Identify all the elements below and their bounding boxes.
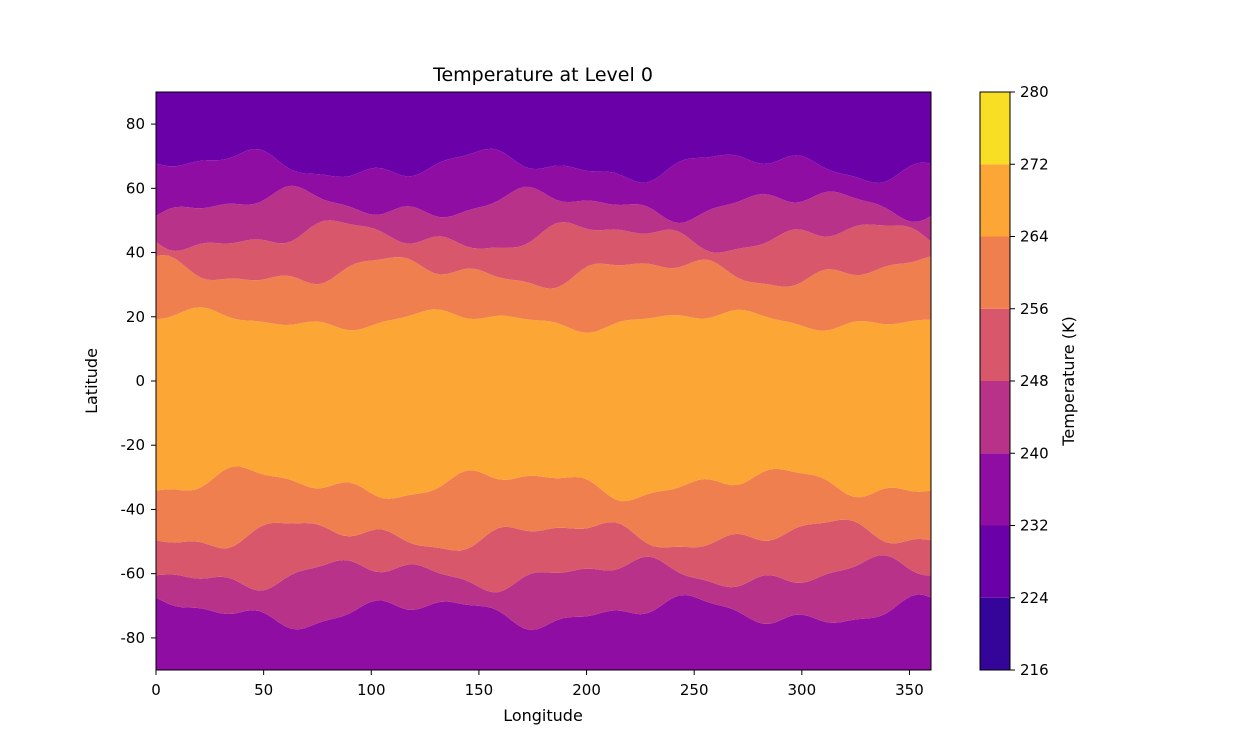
y-tick-label: -60 <box>121 565 146 583</box>
contour-band-2 <box>156 555 931 630</box>
y-tick-label: 40 <box>126 244 145 262</box>
contour-band-4 <box>156 466 931 551</box>
x-axis-label: Longitude <box>503 706 583 725</box>
colorbar-tick-label: 264 <box>1020 228 1049 246</box>
colorbar-segment <box>980 453 1010 526</box>
colorbar-label: Temperature (K) <box>1059 316 1078 446</box>
colorbar-segment <box>980 236 1010 309</box>
contour-band-6 <box>156 255 931 333</box>
x-tick-label: 350 <box>895 681 924 699</box>
colorbar-tick-label: 272 <box>1020 155 1049 173</box>
y-tick-label: -20 <box>121 436 146 454</box>
colorbar-segment <box>980 381 1010 454</box>
colorbar-tick-label: 232 <box>1020 517 1049 535</box>
colorbar-segment <box>980 164 1010 237</box>
colorbar-segment <box>980 525 1010 598</box>
x-tick-label: 150 <box>465 681 494 699</box>
chart-title: Temperature at Level 0 <box>432 64 653 86</box>
colorbar-tick-label: 224 <box>1020 589 1049 607</box>
contour-band-7 <box>156 220 931 289</box>
colorbar-tick-label: 280 <box>1020 83 1049 101</box>
x-tick-label: 100 <box>357 681 386 699</box>
colorbar-tick-label: 256 <box>1020 300 1049 318</box>
colorbar-tick-label: 240 <box>1020 444 1049 462</box>
y-tick-label: -80 <box>121 629 146 647</box>
colorbar-tick-label: 216 <box>1020 661 1049 679</box>
contour-band-9 <box>156 148 931 224</box>
contour-band-3 <box>156 519 931 593</box>
y-tick-label: 60 <box>126 179 145 197</box>
plot-area <box>155 91 932 671</box>
y-tick-label: 0 <box>135 372 145 390</box>
y-tick-label: 80 <box>126 115 145 133</box>
contour-band-1 <box>156 594 931 670</box>
x-tick-label: 50 <box>254 681 273 699</box>
colorbar: 216 224 232 240 248 256 264 272 280 <box>979 83 1049 679</box>
colorbar-segment <box>980 308 1010 381</box>
x-tick-label: 250 <box>680 681 709 699</box>
colorbar-segment <box>980 92 1010 165</box>
x-tick-label: 200 <box>572 681 601 699</box>
y-axis-label: Latitude <box>82 348 101 414</box>
y-axis: -80 -60 -40 -20 0 20 40 60 80 <box>121 115 156 647</box>
x-axis: 0 50 100 150 200 250 300 350 <box>151 670 924 699</box>
x-tick-label: 300 <box>788 681 817 699</box>
x-tick-label: 0 <box>151 681 161 699</box>
y-tick-label: -40 <box>121 500 146 518</box>
y-tick-label: 20 <box>126 308 145 326</box>
colorbar-tick-label: 248 <box>1020 372 1049 390</box>
contour-band-8 <box>156 185 931 253</box>
contour-band-10 <box>156 92 931 183</box>
contour-band-5 <box>156 307 931 502</box>
colorbar-segment <box>980 597 1010 670</box>
